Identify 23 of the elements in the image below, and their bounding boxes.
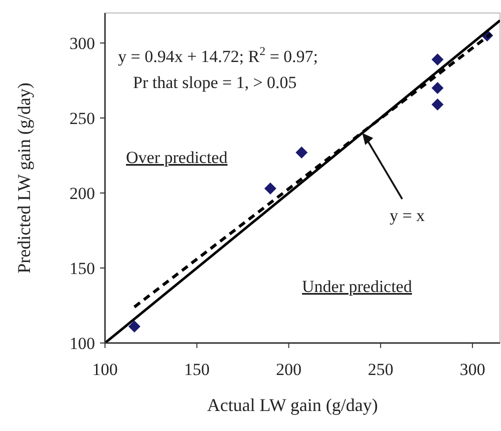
y-tick-label: 200 [70, 184, 95, 203]
annotation: Under predicted [302, 277, 412, 296]
point [432, 82, 444, 94]
annotation: y = x [390, 206, 426, 225]
y-tick-label: 250 [70, 109, 95, 128]
x-tick-label: 250 [368, 360, 394, 379]
x-tick-label: 150 [184, 360, 210, 379]
x-axis-title: Actual LW gain (g/day) [207, 395, 378, 415]
y-tick-label: 150 [70, 259, 95, 278]
y-tick-label: 300 [70, 34, 95, 53]
point [432, 98, 444, 110]
point [128, 320, 140, 332]
point [432, 54, 444, 66]
x-tick-label: 300 [460, 360, 486, 379]
x-tick-label: 100 [92, 360, 118, 379]
x-tick-label: 200 [276, 360, 302, 379]
point [264, 182, 276, 194]
point [296, 146, 308, 158]
annotation: Pr that slope = 1, > 0.05 [133, 73, 297, 92]
y-tick-label: 100 [70, 334, 95, 353]
annotation: Over predicted [126, 148, 228, 167]
annotation: y = 0.94x + 14.72; R$^{2}$ = 0.97; [118, 44, 318, 66]
y-axis-title: Predicted LW gain (g/day) [14, 82, 34, 274]
